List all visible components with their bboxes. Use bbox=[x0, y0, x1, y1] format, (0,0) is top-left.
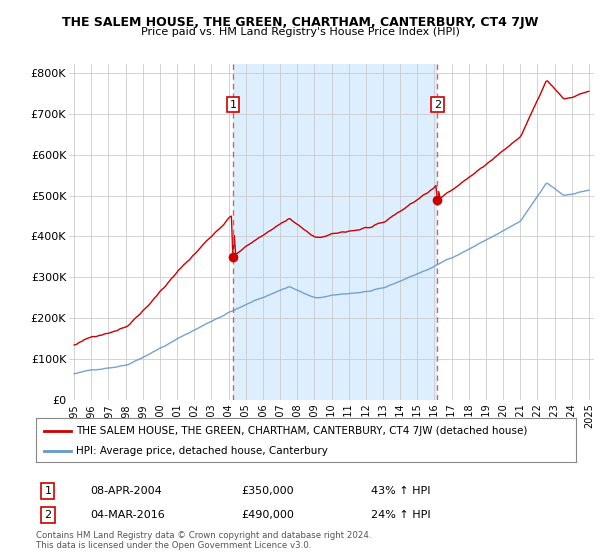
Text: THE SALEM HOUSE, THE GREEN, CHARTHAM, CANTERBURY, CT4 7JW (detached house): THE SALEM HOUSE, THE GREEN, CHARTHAM, CA… bbox=[77, 426, 528, 436]
Bar bbox=[233, 64, 437, 400]
Text: Contains HM Land Registry data © Crown copyright and database right 2024.
This d: Contains HM Land Registry data © Crown c… bbox=[36, 531, 371, 550]
Text: THE SALEM HOUSE, THE GREEN, CHARTHAM, CANTERBURY, CT4 7JW: THE SALEM HOUSE, THE GREEN, CHARTHAM, CA… bbox=[62, 16, 538, 29]
Text: £490,000: £490,000 bbox=[241, 510, 294, 520]
Text: 04-MAR-2016: 04-MAR-2016 bbox=[90, 510, 165, 520]
Text: Price paid vs. HM Land Registry's House Price Index (HPI): Price paid vs. HM Land Registry's House … bbox=[140, 27, 460, 37]
Text: 1: 1 bbox=[230, 100, 236, 110]
Text: 2: 2 bbox=[434, 100, 441, 110]
Text: £350,000: £350,000 bbox=[241, 486, 294, 496]
Text: HPI: Average price, detached house, Canterbury: HPI: Average price, detached house, Cant… bbox=[77, 446, 328, 456]
Text: 1: 1 bbox=[44, 486, 52, 496]
Text: 2: 2 bbox=[44, 510, 52, 520]
Text: 43% ↑ HPI: 43% ↑ HPI bbox=[371, 486, 430, 496]
Text: 08-APR-2004: 08-APR-2004 bbox=[90, 486, 162, 496]
Text: 24% ↑ HPI: 24% ↑ HPI bbox=[371, 510, 430, 520]
